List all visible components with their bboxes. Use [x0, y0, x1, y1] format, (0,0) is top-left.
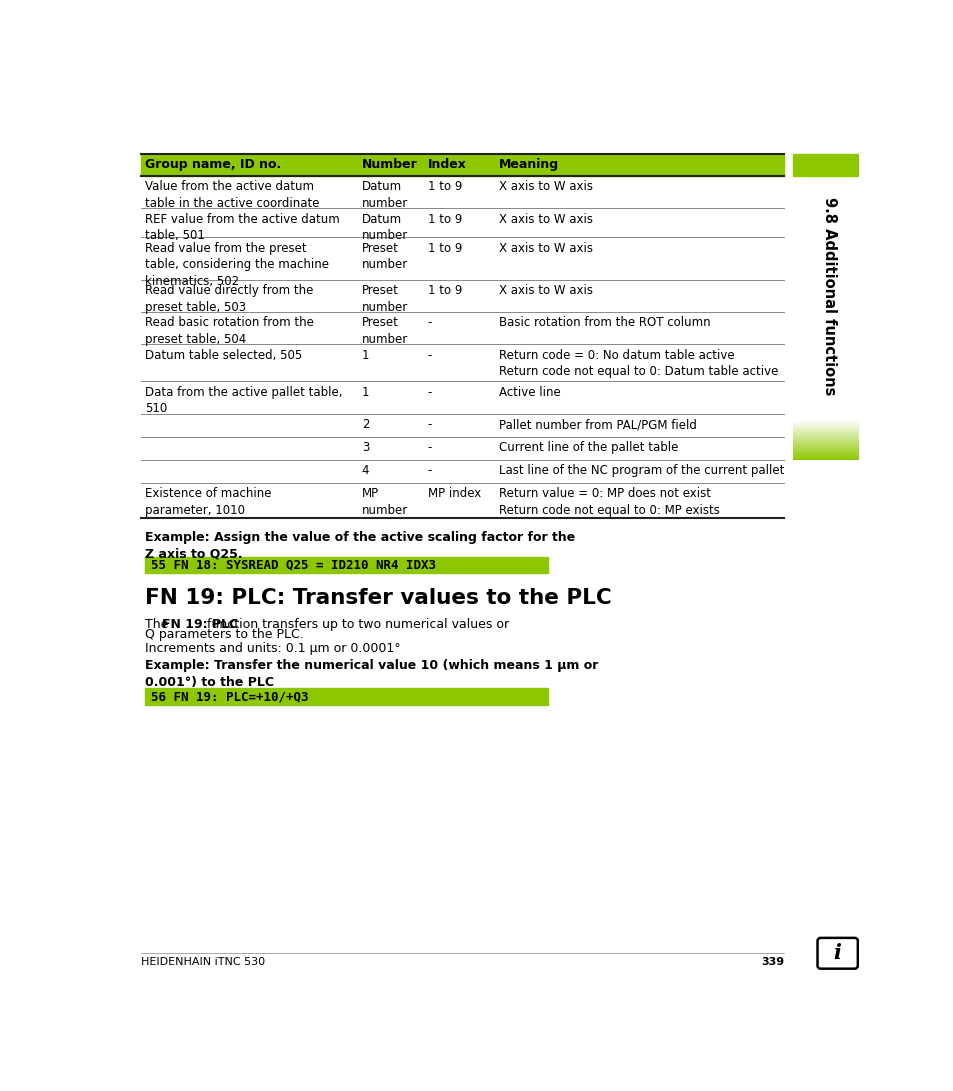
Text: Number: Number	[361, 158, 417, 171]
Text: REF value from the active datum
table, 501: REF value from the active datum table, 5…	[145, 213, 339, 242]
Text: MP
number: MP number	[361, 488, 408, 517]
Bar	[141, 154, 783, 176]
Text: Example: Transfer the numerical value 10 (which means 1 μm or
0.001°) to the PLC: Example: Transfer the numerical value 10…	[145, 659, 598, 690]
Text: Preset
number: Preset number	[361, 316, 408, 346]
Text: X axis to W axis: X axis to W axis	[498, 180, 593, 193]
Text: Return code = 0: No datum table active
Return code not equal to 0: Datum table a: Return code = 0: No datum table active R…	[498, 349, 778, 379]
Text: i: i	[833, 944, 841, 963]
Text: -: -	[427, 441, 432, 454]
Text: Return value = 0: MP does not exist
Return code not equal to 0: MP exists: Return value = 0: MP does not exist Retu…	[498, 488, 720, 517]
Text: 1 to 9: 1 to 9	[427, 213, 461, 226]
Text: 56 FN 19: PLC=+10/+Q3: 56 FN 19: PLC=+10/+Q3	[151, 690, 308, 703]
Text: Meaning: Meaning	[498, 158, 558, 171]
Text: 4: 4	[361, 465, 369, 478]
Text: Datum
number: Datum number	[361, 213, 408, 242]
Bar	[793, 154, 858, 176]
Text: Read basic rotation from the
preset table, 504: Read basic rotation from the preset tabl…	[145, 316, 314, 346]
Text: MP index: MP index	[427, 488, 480, 501]
Text: X axis to W axis: X axis to W axis	[498, 242, 593, 255]
Text: 3: 3	[361, 441, 369, 454]
Text: 339: 339	[760, 957, 783, 967]
Text: 9.8 Additional functions: 9.8 Additional functions	[821, 197, 836, 396]
Text: X axis to W axis: X axis to W axis	[498, 284, 593, 297]
Text: 1: 1	[361, 386, 369, 399]
Text: Preset
number: Preset number	[361, 284, 408, 313]
Text: Basic rotation from the ROT column: Basic rotation from the ROT column	[498, 316, 710, 329]
Text: Datum table selected, 505: Datum table selected, 505	[145, 349, 302, 362]
Text: Active line: Active line	[498, 386, 560, 399]
Text: FN 19: PLC: FN 19: PLC	[161, 618, 237, 631]
Text: Q parameters to the PLC.: Q parameters to the PLC.	[145, 628, 303, 642]
Text: -: -	[427, 349, 432, 362]
Text: Datum
number: Datum number	[361, 180, 408, 209]
Text: -: -	[427, 465, 432, 478]
Text: 1 to 9: 1 to 9	[427, 180, 461, 193]
Text: 1 to 9: 1 to 9	[427, 284, 461, 297]
Text: function transfers up to two numerical values or: function transfers up to two numerical v…	[203, 618, 509, 631]
Text: Increments and units: 0.1 μm or 0.0001°: Increments and units: 0.1 μm or 0.0001°	[145, 643, 400, 656]
Text: HEIDENHAIN iTNC 530: HEIDENHAIN iTNC 530	[141, 957, 265, 967]
Bar	[145, 688, 547, 705]
Text: FN 19: PLC: Transfer values to the PLC: FN 19: PLC: Transfer values to the PLC	[145, 588, 611, 609]
Text: Value from the active datum
table in the active coordinate: Value from the active datum table in the…	[145, 180, 319, 209]
Text: Group name, ID no.: Group name, ID no.	[145, 158, 281, 171]
Text: Current line of the pallet table: Current line of the pallet table	[498, 441, 678, 454]
Text: 1: 1	[361, 349, 369, 362]
Text: -: -	[427, 386, 432, 399]
Text: Read value directly from the
preset table, 503: Read value directly from the preset tabl…	[145, 284, 313, 313]
Bar	[145, 556, 547, 573]
Text: Data from the active pallet table,
510: Data from the active pallet table, 510	[145, 386, 342, 416]
Text: 55 FN 18: SYSREAD Q25 = ID210 NR4 IDX3: 55 FN 18: SYSREAD Q25 = ID210 NR4 IDX3	[151, 559, 436, 572]
Text: The: The	[145, 618, 172, 631]
Text: -: -	[427, 418, 432, 431]
Text: Read value from the preset
table, considering the machine
kinematics, 502: Read value from the preset table, consid…	[145, 242, 329, 288]
Text: Existence of machine
parameter, 1010: Existence of machine parameter, 1010	[145, 488, 271, 517]
Text: -: -	[427, 316, 432, 329]
Text: Last line of the NC program of the current pallet: Last line of the NC program of the curre…	[498, 465, 783, 478]
Text: X axis to W axis: X axis to W axis	[498, 213, 593, 226]
Text: Preset
number: Preset number	[361, 242, 408, 272]
FancyBboxPatch shape	[817, 938, 857, 969]
Text: 1 to 9: 1 to 9	[427, 242, 461, 255]
Text: Example: Assign the value of the active scaling factor for the
Z axis to Q25.: Example: Assign the value of the active …	[145, 530, 575, 561]
Text: Pallet number from PAL/PGM field: Pallet number from PAL/PGM field	[498, 418, 696, 431]
Text: Index: Index	[427, 158, 466, 171]
Text: 2: 2	[361, 418, 369, 431]
